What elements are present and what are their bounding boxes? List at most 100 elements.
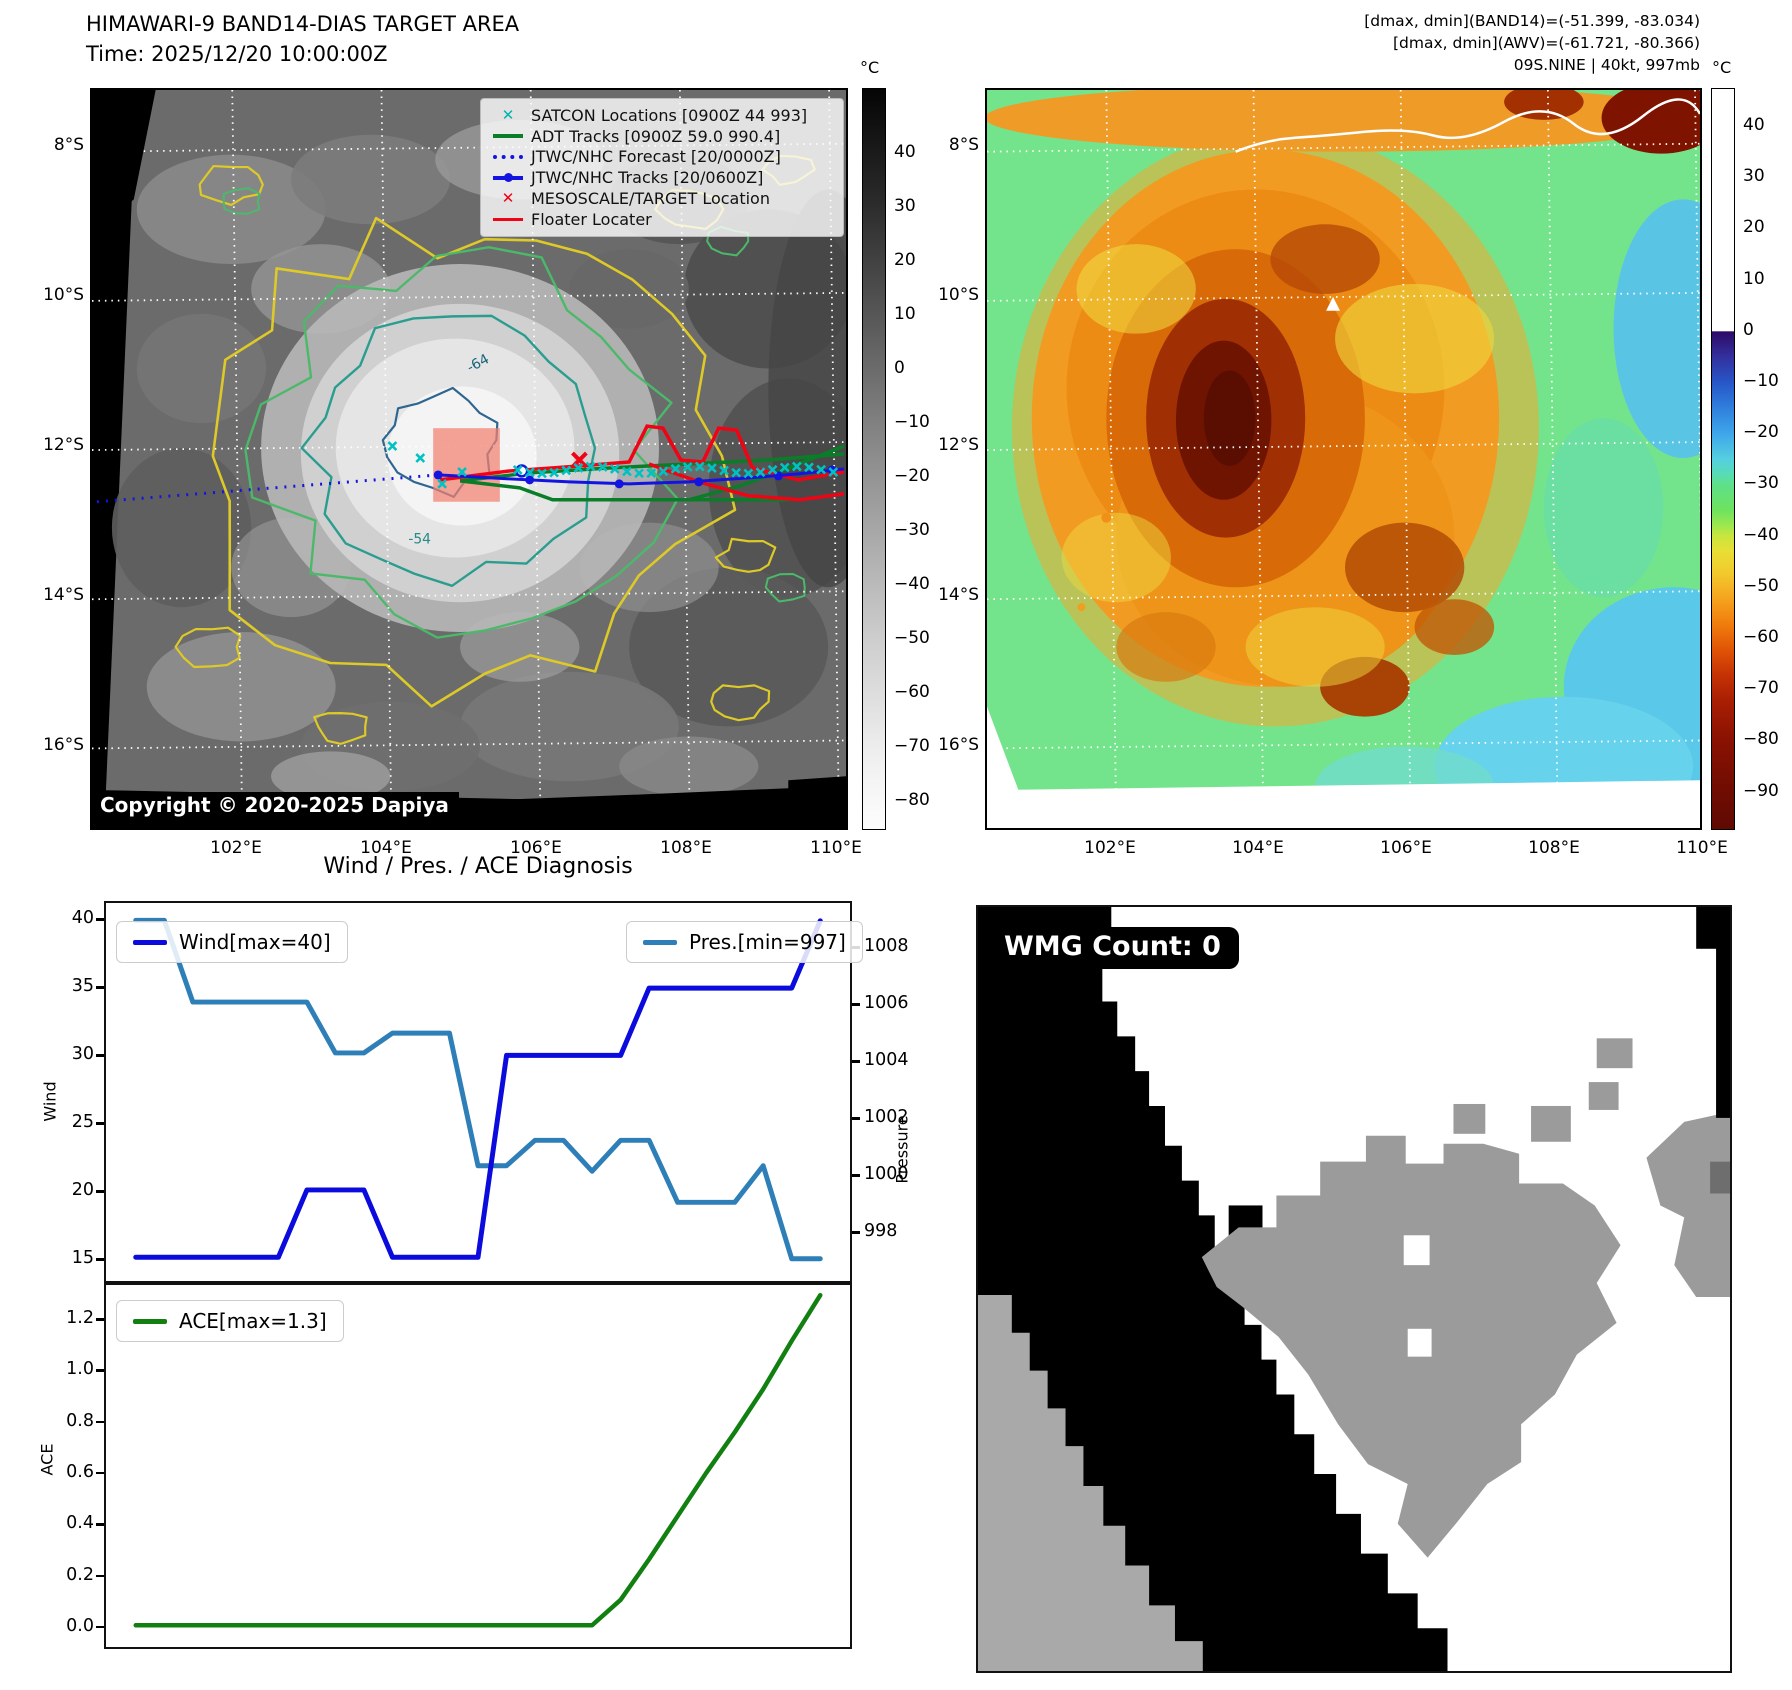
band14-colorbar-tick: 30 [894, 196, 916, 216]
band14-colorbar-tick: 20 [894, 250, 916, 270]
satcon-x-marker [597, 462, 608, 472]
satcon-x-marker [804, 462, 814, 473]
awv-x-tick-label: 110°E [1676, 838, 1728, 858]
satcon-x-marker [585, 461, 596, 472]
band14-colorbar-tick: −20 [894, 466, 930, 486]
awv-colorbar-tick: −70 [1743, 678, 1779, 699]
ace-tick-label: 0.4 [66, 1513, 94, 1534]
pres-legend: Pres.[min=997] [626, 921, 863, 963]
band14-colorbar-tick: 40 [894, 142, 916, 162]
band14-colorbar-tick: −80 [894, 790, 930, 810]
legend-marker-dotted-line-icon [485, 154, 531, 159]
satcon-x-marker [573, 463, 584, 473]
satcon-x-marker [387, 441, 398, 451]
ace-tick-label: 0.2 [66, 1564, 94, 1585]
awv-colorbar-tick: −60 [1743, 627, 1779, 647]
awv-colorbar-tick: −10 [1743, 371, 1779, 391]
ace-legend-label: ACE[max=1.3] [179, 1309, 327, 1333]
legend-item: JTWC/NHC Forecast [20/0000Z] [485, 147, 837, 168]
axis-tick-mark [852, 1117, 860, 1120]
axis-tick-mark [96, 1420, 104, 1424]
awv-x-tick-label: 106°E [1380, 838, 1432, 858]
dmax-awv-label: [dmax, dmin](AWV)=(-61.721, -80.366) [1393, 34, 1700, 52]
band14-colorbar-tick: −70 [894, 736, 930, 756]
wmg-gray-right [1646, 1111, 1730, 1297]
white-position-marker [1326, 296, 1341, 311]
wind-tick-label: 15 [71, 1248, 94, 1268]
awv-colorbar-tick: 20 [1743, 217, 1765, 238]
adt-track-line [459, 479, 789, 502]
colorbar-unit-label: °C [1712, 58, 1732, 77]
legend-item-label: MESOSCALE/TARGET Location [531, 189, 770, 209]
axis-tick-mark [96, 1523, 104, 1526]
wind-tick-label: 20 [71, 1180, 94, 1200]
page-title: HIMAWARI-9 BAND14-DIAS TARGET AREA [86, 12, 520, 36]
dmax-band14-label: [dmax, dmin](BAND14)=(-51.399, -83.034) [1364, 12, 1700, 30]
legend-item: ✕ SATCON Locations [0900Z 44 993] [485, 105, 837, 126]
axis-tick-mark [96, 1258, 104, 1261]
wind-tick-label: 30 [71, 1044, 94, 1064]
axis-tick-mark [96, 1190, 104, 1193]
band14-colorbar-tick: −60 [894, 682, 930, 702]
band14-colorbar-tick: 0 [894, 358, 905, 378]
wmg-black-region [978, 907, 1448, 1671]
track-lines [96, 424, 845, 504]
sat-y-tick-label: 12°S [43, 435, 84, 455]
wind-tick-label: 40 [71, 908, 94, 928]
legend-item-label: JTWC/NHC Forecast [20/0000Z] [531, 147, 781, 167]
satcon-x-marker [437, 478, 448, 489]
awv-y-tick-label: 16°S [938, 735, 979, 755]
legend-item-label: JTWC/NHC Tracks [20/0600Z] [531, 168, 764, 188]
no-data-wedge [788, 776, 846, 828]
sat-x-tick-label: 106°E [510, 838, 562, 858]
satcon-x-marker [415, 453, 426, 463]
legend-item: JTWC/NHC Tracks [20/0600Z] [485, 167, 837, 188]
pres-tick-label: 998 [864, 1221, 898, 1241]
wind-series-line [133, 918, 823, 1260]
awv-colorbar-tick: 0 [1743, 319, 1754, 340]
legend-marker-line-icon [485, 217, 531, 222]
axis-tick-mark [852, 1003, 860, 1006]
pres-legend-label: Pres.[min=997] [689, 930, 846, 954]
band14-colorbar-tick: −50 [894, 628, 930, 648]
band14-satellite-map: -64 -54 ✕ SATCON Locations [0900Z 44 993]… [90, 88, 848, 830]
floater-locater-line [648, 462, 845, 502]
ace-legend: ACE[max=1.3] [116, 1300, 344, 1342]
pressure-series-line [133, 917, 823, 1262]
jtwc-track-line [438, 467, 845, 486]
satcon-x-marker [816, 464, 827, 475]
satcon-x-marker [646, 468, 657, 479]
wind-legend-swatch [133, 939, 167, 945]
axis-tick-mark [852, 1060, 860, 1063]
sat-x-tick-label: 110°E [810, 838, 862, 858]
ace-legend-swatch [133, 1318, 167, 1324]
pres-legend-swatch [643, 939, 677, 945]
band14-colorbar-tick: −40 [894, 574, 930, 594]
legend-item: ADT Tracks [0900Z 59.0 990.4] [485, 126, 837, 147]
ace-chart [104, 1283, 852, 1649]
axis-tick-mark [96, 986, 104, 989]
wind-legend: Wind[max=40] [116, 921, 348, 963]
storm-info-block: [dmax, dmin](BAND14)=(-51.399, -83.034) … [1000, 10, 1700, 76]
satcon-x-marker [658, 466, 669, 477]
legend-marker-x-icon: ✕ [501, 189, 515, 208]
coastline [1235, 98, 1700, 153]
wind-legend-label: Wind[max=40] [179, 930, 331, 954]
awv-colorbar-tick: −40 [1743, 524, 1779, 545]
awv-color-map [985, 88, 1702, 830]
ace-series-line [133, 1292, 823, 1628]
mesoscale-target-box [433, 428, 500, 502]
awv-colorbar [1711, 88, 1735, 830]
satcon-x-marker [549, 467, 560, 478]
satcon-x-marker [731, 467, 742, 478]
storm-id-label: 09S.NINE | 40kt, 997mb [1513, 56, 1700, 74]
sat-y-tick-label: 16°S [43, 735, 84, 755]
band14-colorbar-tick: −10 [894, 412, 930, 432]
band14-colorbar-tick: 10 [894, 304, 916, 324]
legend-marker-line-dot-icon [485, 173, 531, 183]
satcon-x-marker [791, 461, 802, 472]
awv-y-tick-label: 12°S [938, 435, 979, 455]
satcon-x-marker [524, 467, 535, 478]
map-legend: ✕ SATCON Locations [0900Z 44 993] ADT Trac… [480, 98, 844, 237]
ace-tick-label: 1.0 [66, 1359, 94, 1380]
